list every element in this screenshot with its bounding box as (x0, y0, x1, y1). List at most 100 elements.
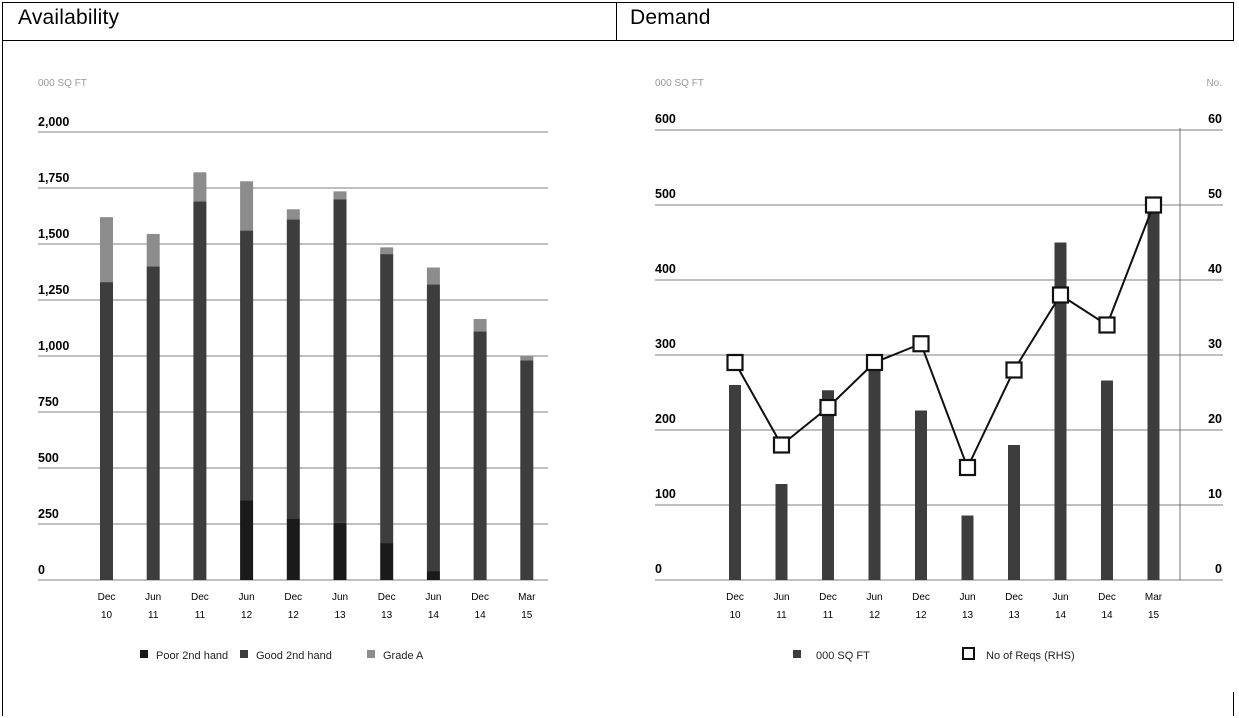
demand-y-right-tick-label: 0 (1215, 562, 1222, 576)
demand-bar (1008, 445, 1020, 580)
demand-bar (1101, 380, 1113, 580)
availability-y-tick-label: 1,250 (38, 283, 69, 297)
availability-bar-grade-a (146, 233, 160, 267)
availability-x-tick-year: 13 (334, 610, 346, 621)
demand-x-tick-year: 10 (729, 610, 741, 621)
availability-bar-good-2nd-hand (240, 230, 254, 501)
demand-y-unit-label: 000 SQ FT (655, 78, 704, 89)
demand-legend-swatch-line (962, 647, 975, 660)
availability-bar-good-2nd-hand (520, 360, 534, 580)
availability-x-tick-month: Jun (239, 592, 255, 603)
availability-bar-poor-2nd-hand (333, 522, 347, 580)
frame-left-rule (2, 2, 3, 716)
demand-bar (775, 484, 788, 580)
availability-y-tick-label: 1,750 (38, 171, 69, 185)
availability-x-tick-year: 12 (288, 610, 300, 621)
demand-reqs-marker (1144, 196, 1163, 214)
availability-x-tick-month: Jun (332, 592, 348, 603)
demand-legend-swatch-bars (793, 650, 801, 658)
demand-reqs-marker (1051, 286, 1070, 304)
availability-x-tick-year: 13 (381, 610, 393, 621)
availability-legend-label: Good 2nd hand (256, 650, 332, 662)
availability-x-tick-month: Jun (425, 592, 441, 603)
availability-x-tick-year: 10 (101, 610, 113, 621)
availability-bar-grade-a (240, 181, 254, 231)
demand-y-right-tick-label: 50 (1208, 187, 1222, 201)
availability-legend-label: Poor 2nd hand (156, 650, 228, 662)
demand-bar (1054, 242, 1067, 580)
demand-reqs-marker (819, 398, 837, 417)
availability-x-tick-month: Dec (284, 592, 302, 603)
demand-x-tick-year: 14 (1101, 610, 1113, 621)
demand-x-tick-month: Dec (819, 592, 837, 603)
availability-bar-grade-a (520, 356, 534, 361)
availability-legend-swatch (240, 650, 248, 658)
demand-legend-label-line: No of Reqs (RHS) (986, 650, 1075, 662)
demand-y-tick-label: 200 (655, 412, 676, 426)
availability-bar-good-2nd-hand (146, 266, 160, 580)
demand-reqs-marker (726, 353, 744, 372)
availability-bar-grade-a (286, 209, 300, 220)
demand-bar (915, 410, 927, 580)
availability-y-unit-label: 000 SQ FT (38, 78, 87, 89)
demand-x-tick-year: 12 (869, 610, 881, 621)
demand-y-right-tick-label: 20 (1208, 412, 1222, 426)
demand-x-tick-year: 13 (962, 610, 974, 621)
demand-y-right-tick-label: 30 (1208, 337, 1222, 351)
demand-y-tick-label: 500 (655, 187, 676, 201)
availability-bar-grade-a (473, 319, 487, 332)
demand-x-tick-month: Dec (912, 592, 930, 603)
availability-x-tick-month: Dec (191, 592, 209, 603)
availability-bar-grade-a (426, 267, 440, 285)
availability-y-tick-label: 250 (38, 507, 59, 521)
demand-bar (868, 356, 881, 580)
availability-bar-grade-a (380, 247, 394, 255)
demand-bar (961, 515, 974, 580)
demand-x-tick-year: 15 (1148, 610, 1160, 621)
availability-x-tick-month: Jun (145, 592, 161, 603)
demand-x-tick-month: Dec (1098, 592, 1116, 603)
availability-x-tick-month: Mar (518, 592, 536, 603)
availability-bar-poor-2nd-hand (380, 543, 394, 580)
demand-reqs-marker (865, 353, 884, 372)
availability-x-tick-month: Dec (98, 592, 116, 603)
demand-x-tick-year: 11 (823, 610, 834, 621)
demand-reqs-line (734, 204, 1155, 471)
demand-reqs-marker (772, 436, 791, 454)
availability-legend-swatch (367, 650, 375, 658)
demand-reqs-marker (1005, 361, 1023, 379)
availability-x-tick-year: 12 (241, 610, 253, 621)
availability-x-tick-month: Dec (471, 592, 489, 603)
demand-y-tick-label: 400 (655, 262, 676, 276)
availability-x-tick-year: 11 (195, 610, 206, 621)
availability-x-tick-year: 11 (148, 610, 159, 621)
demand-y-tick-label: 0 (655, 562, 662, 576)
demand-x-tick-month: Jun (866, 592, 882, 603)
demand-y-right-unit-label: No. (1206, 78, 1222, 89)
availability-bar-grade-a (333, 191, 347, 200)
availability-bar-poor-2nd-hand (286, 518, 300, 580)
availability-bar-poor-2nd-hand (240, 500, 254, 580)
demand-legend-label-bars: 000 SQ FT (816, 650, 870, 662)
demand-x-tick-month: Jun (959, 592, 975, 603)
demand-x-tick-year: 12 (915, 610, 927, 621)
availability-y-tick-label: 750 (38, 395, 59, 409)
availability-y-tick-label: 2,000 (38, 115, 69, 129)
demand-x-tick-month: Mar (1145, 592, 1163, 603)
availability-y-tick-label: 500 (38, 451, 59, 465)
demand-x-tick-month: Dec (1005, 592, 1023, 603)
availability-bar-good-2nd-hand (286, 219, 300, 519)
demand-x-tick-year: 13 (1008, 610, 1020, 621)
availability-bar-grade-a (193, 172, 207, 202)
availability-bar-grade-a (100, 217, 113, 283)
demand-bar (1147, 212, 1160, 580)
demand-panel-title: Demand (630, 6, 711, 29)
availability-bar-good-2nd-hand (100, 282, 113, 580)
availability-y-tick-label: 0 (38, 563, 45, 577)
frame-right-rule-bottom (1233, 692, 1234, 716)
demand-reqs-marker (958, 458, 977, 477)
availability-bar-poor-2nd-hand (426, 571, 440, 580)
availability-bar-good-2nd-hand (193, 201, 207, 580)
